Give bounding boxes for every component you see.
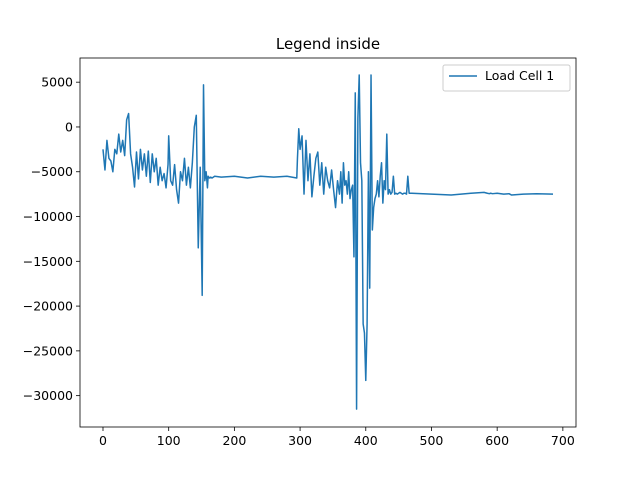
legend-label: Load Cell 1 — [485, 68, 554, 83]
x-tick-label: 400 — [354, 433, 378, 448]
x-tick-label: 500 — [420, 433, 444, 448]
legend: Load Cell 1 — [442, 64, 571, 92]
y-tick-label: −5000 — [31, 164, 73, 179]
plot-area: 0 100 200 300 400 500 600 700 5000 0 −5000 −10000 −1… — [23, 57, 577, 448]
y-tick-label: −25000 — [23, 343, 73, 358]
x-tick-label: 600 — [485, 433, 509, 448]
y-tick-label: 5000 — [41, 75, 73, 90]
x-tick-label: 200 — [222, 433, 246, 448]
x-tick-label: 300 — [288, 433, 312, 448]
y-tick-label: −10000 — [23, 209, 73, 224]
x-tick-label: 700 — [551, 433, 575, 448]
y-tick-label: 0 — [65, 119, 73, 134]
x-tick-label: 0 — [99, 433, 107, 448]
legend-box — [442, 64, 571, 92]
chart-title: Legend inside — [276, 35, 380, 53]
y-tick-label: −15000 — [23, 254, 73, 269]
series-line-load-cell-1 — [102, 74, 554, 410]
y-tick-label: −30000 — [23, 388, 73, 403]
axes-frame — [79, 57, 577, 428]
y-tick-label: −20000 — [23, 299, 73, 314]
x-tick-label: 100 — [157, 433, 181, 448]
